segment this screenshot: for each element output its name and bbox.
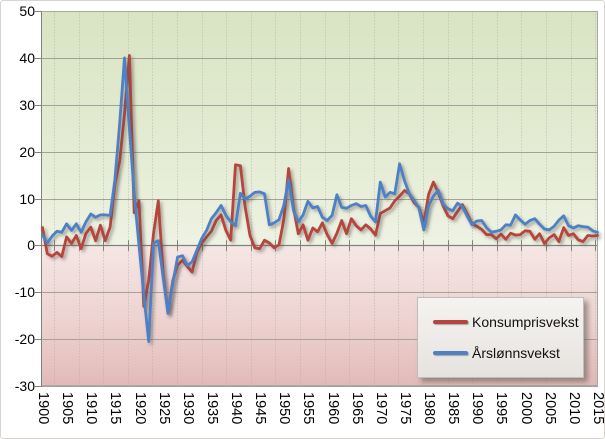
x-tick-label: 1905 <box>59 392 76 425</box>
x-tick-label: 1990 <box>469 392 486 425</box>
x-tick-label: 2000 <box>517 392 534 425</box>
x-tick-label: 1925 <box>155 392 172 425</box>
legend: Konsumprisvekst Årslønnsvekst <box>417 297 584 378</box>
y-tick-label: 40 <box>19 49 35 66</box>
red-line-sample-icon <box>433 320 468 324</box>
y-tick-label: -30 <box>14 378 35 394</box>
y-tick-label: 30 <box>19 96 35 113</box>
x-tick-label: 1915 <box>107 392 124 425</box>
legend-label-arslonnsvekst: Årslønnsvekst <box>472 345 560 361</box>
x-tick-label: 2005 <box>541 392 558 425</box>
x-tick-label: 1970 <box>372 392 389 425</box>
x-tick-label: 1930 <box>179 392 196 425</box>
x-tick-label: 1935 <box>203 392 220 425</box>
y-tick-label: 50 <box>19 3 35 19</box>
y-tick-label: -20 <box>14 331 35 348</box>
x-tick-label: 1955 <box>300 392 317 425</box>
x-tick-label: 2010 <box>565 392 582 425</box>
x-tick-label: 2015 <box>590 392 605 425</box>
x-tick-label: 1980 <box>421 392 438 425</box>
x-tick-label: 1950 <box>276 392 293 425</box>
x-tick-label: 1920 <box>131 392 148 425</box>
x-tick-label: 1945 <box>252 392 269 425</box>
legend-label-konsumprisvekst: Konsumprisvekst <box>472 314 579 330</box>
y-tick-label: -10 <box>14 284 35 301</box>
x-tick-label: 1960 <box>324 392 341 425</box>
x-tick-label: 1940 <box>228 392 245 425</box>
x-tick-label: 1975 <box>396 392 413 425</box>
y-tick-label: 0 <box>27 237 35 254</box>
x-tick-label: 1965 <box>348 392 365 425</box>
legend-item-konsumprisvekst: Konsumprisvekst <box>433 314 583 330</box>
plot-background-positive <box>41 11 598 246</box>
legend-item-arslonnsvekst: Årslønnsvekst <box>433 345 583 361</box>
y-tick-label: 10 <box>19 190 35 207</box>
y-tick-label: 20 <box>19 143 35 160</box>
x-tick-label: 1910 <box>83 392 100 425</box>
blue-line-sample-icon <box>433 351 468 355</box>
x-tick-label: 1900 <box>35 392 51 425</box>
x-tick-label: 1995 <box>493 392 510 425</box>
x-tick-label: 1985 <box>445 392 462 425</box>
